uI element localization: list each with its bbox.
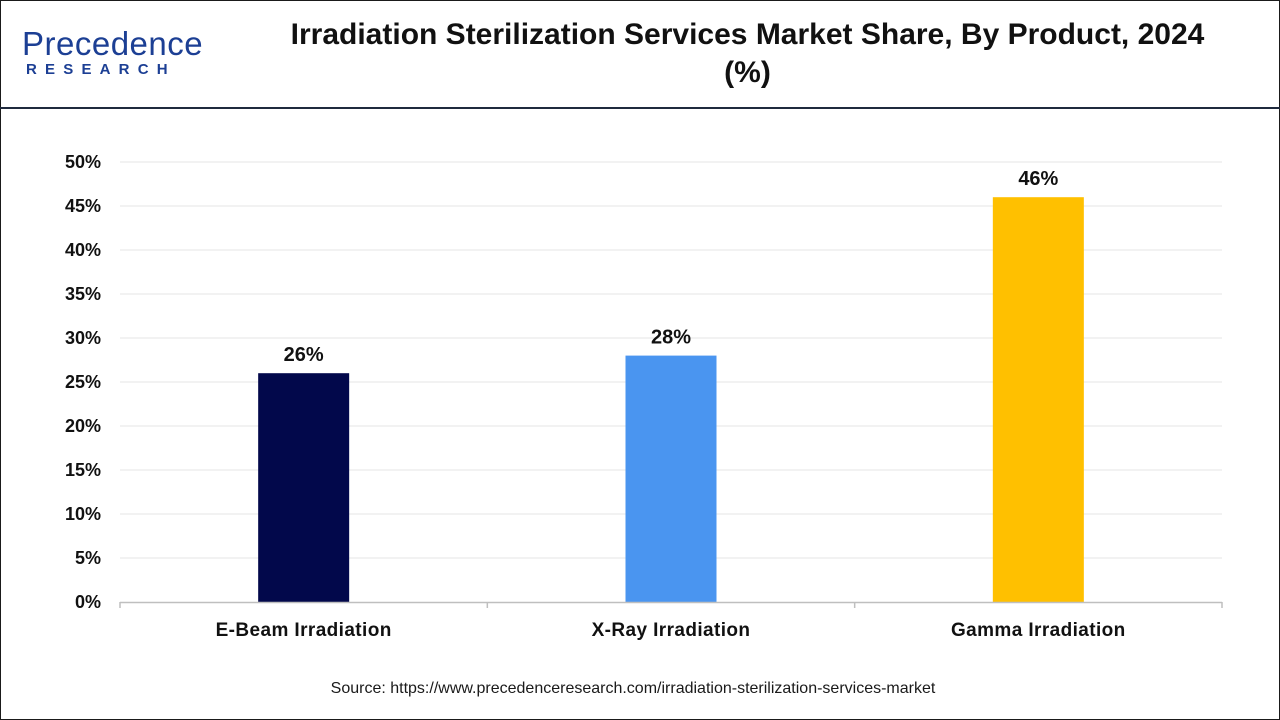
bar xyxy=(992,197,1084,602)
data-label: 26% xyxy=(284,344,324,366)
logo-subtitle: RESEARCH xyxy=(26,61,176,78)
y-tick-label: 35% xyxy=(65,284,101,304)
y-tick-label: 5% xyxy=(75,548,101,568)
header: Precedence RESEARCH Irradiation Steriliz… xyxy=(0,0,1280,109)
bar xyxy=(258,373,350,602)
y-tick-label: 30% xyxy=(65,328,101,348)
bar-chart: 0% 5% 10% 15% 20% 25% 30% 35% 40% 45% 50% 26% 28% 46… xyxy=(65,152,1223,641)
x-tick-label: E-Beam Irradiation xyxy=(216,620,392,641)
y-tick-label: 15% xyxy=(65,460,101,480)
y-tick-label: 45% xyxy=(65,196,101,216)
bar xyxy=(625,355,717,602)
y-tick-label: 40% xyxy=(65,240,101,260)
y-tick-label: 10% xyxy=(65,504,101,524)
chart-title: Irradiation Sterilization Services Marke… xyxy=(290,18,1205,89)
logo-wordmark: Precedence xyxy=(22,25,204,62)
data-labels: 26% 28% 46% xyxy=(284,168,1059,366)
y-tick-label: 20% xyxy=(65,416,101,436)
y-tick-label: 0% xyxy=(75,592,101,612)
source-note: Source: https://www.precedenceresearch.c… xyxy=(330,680,936,697)
x-axis: E-Beam Irradiation X-Ray Irradiation Gamma… xyxy=(119,601,1223,641)
x-tick-label: X-Ray Irradiation xyxy=(592,620,751,641)
x-tick-label: Gamma Irradiation xyxy=(951,620,1126,641)
brand-logo: Precedence RESEARCH xyxy=(22,24,222,84)
y-axis-ticks: 0% 5% 10% 15% 20% 25% 30% 35% 40% 45% 50% xyxy=(65,152,101,612)
bars xyxy=(258,197,1084,602)
data-label: 28% xyxy=(651,327,691,349)
y-tick-label: 50% xyxy=(65,152,101,172)
y-tick-label: 25% xyxy=(65,372,101,392)
data-label: 46% xyxy=(1018,168,1058,190)
